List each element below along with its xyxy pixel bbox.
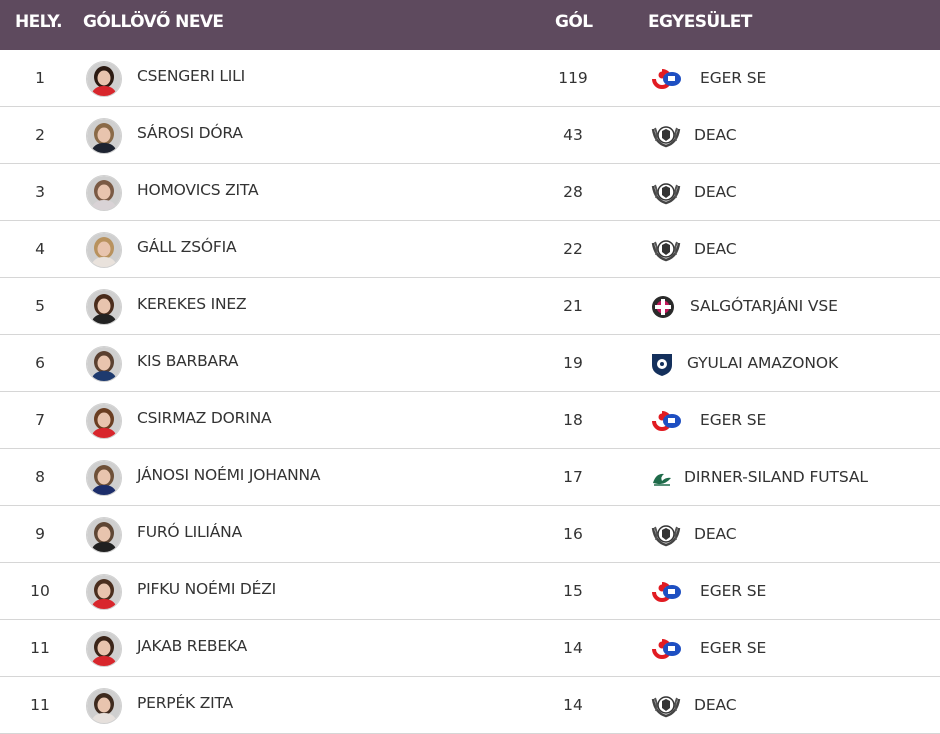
club-name[interactable]: EGER SE — [700, 639, 767, 657]
table-row: 5 KEREKES INEZ 21 SALGÓTARJÁNI VSE — [0, 278, 940, 335]
deac-logo-icon — [650, 180, 682, 206]
deac-logo-icon — [650, 522, 682, 548]
eger-se-logo-icon — [650, 636, 682, 662]
player-avatar — [86, 688, 122, 724]
club-name[interactable]: DEAC — [694, 183, 737, 201]
player-name[interactable]: JAKAB REBEKA — [137, 637, 248, 655]
header-goals: GÓL — [555, 12, 593, 32]
deac-logo-icon — [650, 237, 682, 263]
dirner-siland-logo-icon — [650, 465, 682, 491]
goals-cell: 19 — [563, 354, 583, 372]
player-name[interactable]: JÁNOSI NOÉMI JOHANNA — [137, 466, 321, 484]
player-name[interactable]: CSENGERI LILI — [137, 67, 245, 85]
goals-cell: 14 — [563, 639, 583, 657]
goals-cell: 21 — [563, 297, 583, 315]
club-name[interactable]: SALGÓTARJÁNI VSE — [690, 297, 838, 315]
table-row: 2 SÁROSI DÓRA 43 DEAC — [0, 107, 940, 164]
rank-cell: 5 — [35, 297, 45, 315]
rank-cell: 4 — [35, 240, 45, 258]
player-name[interactable]: PERPÉK ZITA — [137, 694, 233, 712]
player-avatar — [86, 175, 122, 211]
player-name[interactable]: CSIRMAZ DORINA — [137, 409, 272, 427]
club-name[interactable]: EGER SE — [700, 582, 767, 600]
rank-cell: 7 — [35, 411, 45, 429]
player-name[interactable]: FURÓ LILIÁNA — [137, 523, 242, 541]
table-row: 6 KIS BARBARA 19 GYULAI AMAZONOK — [0, 335, 940, 392]
table-row: 10 PIFKU NOÉMI DÉZI 15 EGER SE — [0, 563, 940, 620]
club-name[interactable]: DEAC — [694, 525, 737, 543]
rank-cell: 9 — [35, 525, 45, 543]
player-avatar — [86, 118, 122, 154]
rank-cell: 11 — [30, 639, 50, 657]
table-body: 1 CSENGERI LILI 119 EGER SE 2 SÁROSI DÓRA 43 DE… — [0, 50, 940, 734]
player-name[interactable]: HOMOVICS ZITA — [137, 181, 259, 199]
player-name[interactable]: KIS BARBARA — [137, 352, 239, 370]
rank-cell: 10 — [30, 582, 50, 600]
player-avatar — [86, 61, 122, 97]
rank-cell: 2 — [35, 126, 45, 144]
header-rank: HELY. — [15, 12, 63, 32]
deac-logo-icon — [650, 123, 682, 149]
goals-cell: 15 — [563, 582, 583, 600]
goals-cell: 18 — [563, 411, 583, 429]
goals-cell: 43 — [563, 126, 583, 144]
rank-cell: 8 — [35, 468, 45, 486]
table-row: 9 FURÓ LILIÁNA 16 DEAC — [0, 506, 940, 563]
player-name[interactable]: KEREKES INEZ — [137, 295, 247, 313]
table-row: 4 GÁLL ZSÓFIA 22 DEAC — [0, 221, 940, 278]
rank-cell: 1 — [35, 69, 45, 87]
table-row: 11 PERPÉK ZITA 14 DEAC — [0, 677, 940, 734]
rank-cell: 6 — [35, 354, 45, 372]
player-avatar — [86, 631, 122, 667]
club-name[interactable]: DEAC — [694, 696, 737, 714]
table-header: HELY. GÓLLÖVŐ NEVE GÓL EGYESÜLET — [0, 0, 940, 50]
table-row: 1 CSENGERI LILI 119 EGER SE — [0, 50, 940, 107]
eger-se-logo-icon — [650, 579, 682, 605]
goals-cell: 14 — [563, 696, 583, 714]
table-row: 3 HOMOVICS ZITA 28 DEAC — [0, 164, 940, 221]
club-name[interactable]: DIRNER-SILAND FUTSAL — [684, 468, 868, 486]
header-scorer-name: GÓLLÖVŐ NEVE — [83, 12, 224, 32]
goals-cell: 16 — [563, 525, 583, 543]
table-row: 7 CSIRMAZ DORINA 18 EGER SE — [0, 392, 940, 449]
table-row: 8 JÁNOSI NOÉMI JOHANNA 17 DIRNER-SILAND FUT… — [0, 449, 940, 506]
player-avatar — [86, 403, 122, 439]
club-name[interactable]: GYULAI AMAZONOK — [687, 354, 839, 372]
club-name[interactable]: EGER SE — [700, 69, 767, 87]
player-name[interactable]: PIFKU NOÉMI DÉZI — [137, 580, 277, 598]
player-name[interactable]: SÁROSI DÓRA — [137, 124, 243, 142]
player-name[interactable]: GÁLL ZSÓFIA — [137, 238, 237, 256]
eger-se-logo-icon — [650, 66, 682, 92]
goals-cell: 28 — [563, 183, 583, 201]
player-avatar — [86, 289, 122, 325]
salgotarjani-vse-logo-icon — [650, 294, 682, 320]
deac-logo-icon — [650, 693, 682, 719]
player-avatar — [86, 574, 122, 610]
goals-cell: 119 — [558, 69, 588, 87]
club-name[interactable]: DEAC — [694, 240, 737, 258]
club-name[interactable]: DEAC — [694, 126, 737, 144]
player-avatar — [86, 346, 122, 382]
player-avatar — [86, 232, 122, 268]
header-club: EGYESÜLET — [648, 12, 752, 32]
table-row: 11 JAKAB REBEKA 14 EGER SE — [0, 620, 940, 677]
gyulai-amazonok-logo-icon — [650, 351, 682, 377]
rank-cell: 11 — [30, 696, 50, 714]
player-avatar — [86, 517, 122, 553]
goals-cell: 17 — [563, 468, 583, 486]
rank-cell: 3 — [35, 183, 45, 201]
eger-se-logo-icon — [650, 408, 682, 434]
goals-cell: 22 — [563, 240, 583, 258]
player-avatar — [86, 460, 122, 496]
club-name[interactable]: EGER SE — [700, 411, 767, 429]
